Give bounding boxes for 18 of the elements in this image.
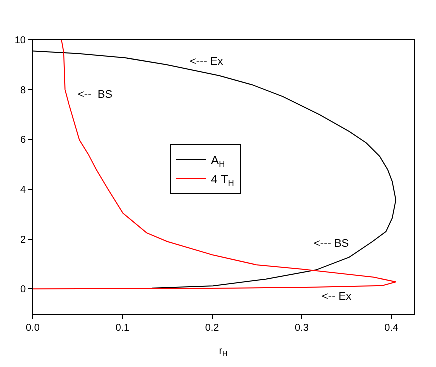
annotation: <-- Ex (322, 291, 352, 303)
y-tick-label: 8 (20, 85, 26, 96)
x-tick-label: 0.0 (26, 323, 40, 334)
y-tick-label: 0 (20, 284, 26, 296)
y-tick-label: 10 (14, 36, 26, 46)
annotation: <-- BS (78, 89, 113, 101)
y-tick-label: 4 (20, 184, 26, 196)
legend-label: A$_{H}$ (211, 153, 226, 169)
legend-label: 4 T$_{H}$ (211, 172, 234, 188)
y-tick-label: 6 (20, 135, 26, 146)
annotation: <--- BS (314, 238, 350, 250)
y-tick-label: 2 (20, 234, 26, 246)
x-tick-label: 0.2 (205, 323, 220, 334)
x-tick-label: 0.3 (294, 323, 310, 334)
x-tick-label: 0.4 (384, 323, 399, 334)
x-axis-title: r$_{H}$ (219, 346, 228, 358)
x-tick-label: 0.1 (116, 323, 130, 334)
annotation: <--- Ex (190, 56, 224, 68)
